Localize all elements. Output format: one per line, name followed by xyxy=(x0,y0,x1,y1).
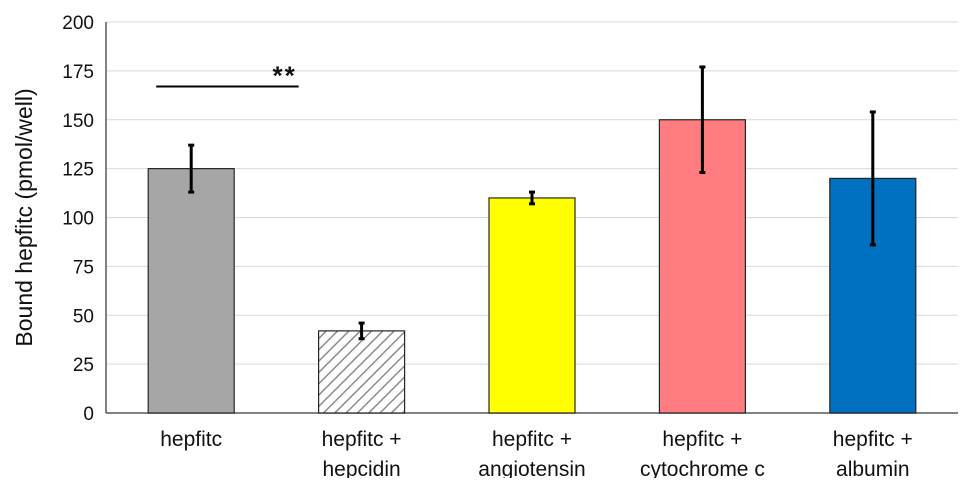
y-tick-label: 0 xyxy=(83,404,94,425)
significance-annotation: ** xyxy=(156,61,299,91)
x-category-label: hepfitc + xyxy=(492,428,572,451)
bars xyxy=(147,119,917,414)
y-tick-label: 75 xyxy=(73,257,94,278)
bar xyxy=(318,330,406,414)
error-bars xyxy=(188,65,876,341)
x-category-label: hepcidin xyxy=(322,458,400,478)
x-category-label: albumin xyxy=(836,458,910,478)
significance-label: ** xyxy=(272,61,296,91)
y-axis-title: Bound hepfitc (pmol/well) xyxy=(11,88,37,346)
x-category-label: cytochrome c xyxy=(640,458,765,478)
y-tick-label: 25 xyxy=(73,355,94,376)
x-category-label: hepfitc xyxy=(160,428,222,451)
y-tick-label: 125 xyxy=(62,160,94,181)
y-tick-label: 150 xyxy=(62,111,94,132)
x-category-label: hepfitc + xyxy=(833,428,913,451)
y-tick-label: 50 xyxy=(73,306,94,327)
x-category-label: hepfitc + xyxy=(322,428,402,451)
y-tick-label: 175 xyxy=(62,62,94,83)
x-category-label: angiotensin xyxy=(478,458,585,478)
bar xyxy=(488,197,576,414)
labels: 0 25 50 75 100 125 150 175 200 Bound hepfitc (pmo… xyxy=(11,13,913,481)
y-tick-label: 200 xyxy=(62,13,94,34)
x-category-label: hepfitc + xyxy=(662,428,742,451)
y-tick-label: 100 xyxy=(62,209,94,230)
bar xyxy=(147,168,235,414)
